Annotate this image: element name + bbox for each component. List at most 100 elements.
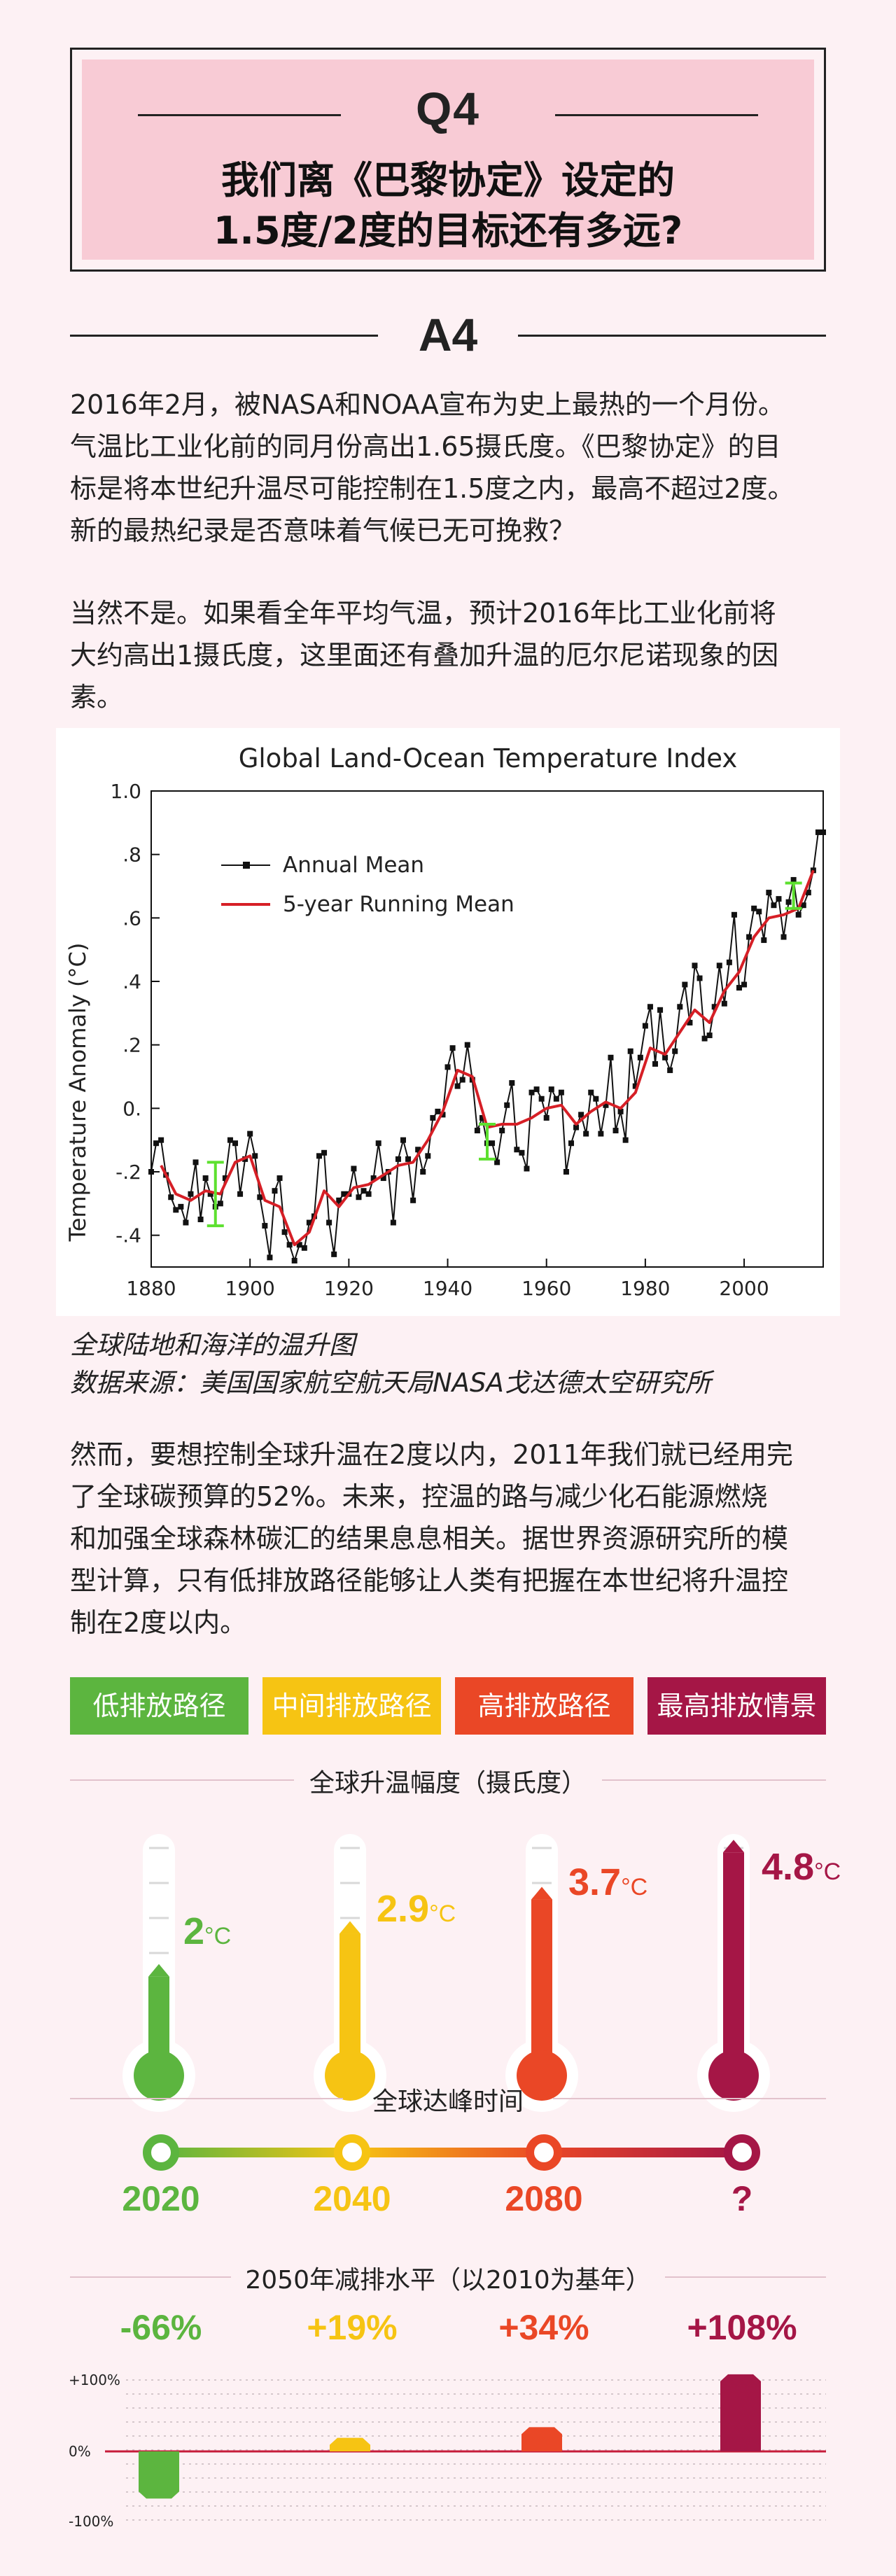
answer-rule-left bbox=[70, 335, 378, 337]
annual-mean-point bbox=[568, 1140, 574, 1147]
legend-running-label: 5-year Running Mean bbox=[283, 892, 514, 917]
thermometer-bulb bbox=[708, 2050, 759, 2101]
chart-caption-title: 全球陆地和海洋的温升图 bbox=[70, 1330, 355, 1360]
annual-mean-point bbox=[217, 1200, 223, 1207]
annual-mean-point bbox=[731, 911, 737, 918]
annual-mean-point bbox=[746, 934, 752, 940]
annual-mean-point bbox=[627, 1048, 634, 1054]
peak-year-high: 2080 bbox=[505, 2179, 583, 2218]
question-rule-left bbox=[138, 114, 341, 116]
annual-mean-point bbox=[741, 981, 748, 988]
answer-rule-right bbox=[518, 335, 826, 337]
annual-mean-point bbox=[598, 1130, 604, 1137]
y-tick-label: -.4 bbox=[115, 1224, 141, 1247]
question-title-line-2: 1.5度/2度的目标还有多远? bbox=[213, 209, 683, 253]
annual-mean-point bbox=[647, 1004, 653, 1010]
annual-mean-point bbox=[608, 1054, 614, 1060]
annual-mean-point bbox=[504, 1102, 510, 1108]
bar-chart-y-tick-label: 0% bbox=[69, 2443, 91, 2460]
chart-plot-frame bbox=[150, 790, 824, 1268]
annual-mean-point bbox=[642, 1023, 648, 1029]
warming-value-number: 2.9 bbox=[377, 1888, 430, 1930]
legend-annual-marker bbox=[243, 862, 250, 869]
annual-mean-point bbox=[410, 1197, 416, 1203]
annual-mean-point bbox=[375, 1140, 382, 1147]
chart-title: Global Land-Ocean Temperature Index bbox=[239, 743, 738, 774]
warming-value-high: 3.7°C bbox=[568, 1861, 648, 1904]
annual-mean-point bbox=[682, 981, 688, 988]
annual-mean-point bbox=[148, 1169, 154, 1175]
paragraph-2-line: 素。 bbox=[70, 682, 124, 713]
annual-mean-point bbox=[425, 1153, 431, 1159]
paragraph-3-line: 制在2度以内。 bbox=[70, 1607, 247, 1638]
x-tick-label: 1960 bbox=[522, 1277, 571, 1300]
annual-mean-point bbox=[321, 1149, 328, 1156]
annual-mean-point bbox=[578, 1112, 584, 1118]
annual-mean-point bbox=[227, 1137, 233, 1143]
section-rule bbox=[665, 2276, 826, 2278]
annual-mean-point bbox=[677, 1004, 683, 1010]
annual-mean-point bbox=[657, 1007, 664, 1013]
annual-mean-point bbox=[454, 1083, 461, 1089]
annual-mean-point bbox=[632, 1083, 638, 1089]
annual-mean-point bbox=[360, 1188, 367, 1194]
annual-mean-point bbox=[153, 1140, 160, 1147]
reduction-bar bbox=[720, 2374, 761, 2451]
annual-mean-point bbox=[435, 1108, 441, 1114]
section-rule bbox=[70, 1779, 294, 1781]
timeline-node-2080 bbox=[526, 2134, 562, 2171]
reduction-value-high: +34% bbox=[498, 2308, 589, 2347]
annual-mean-point bbox=[222, 1175, 228, 1182]
annual-mean-point bbox=[820, 829, 826, 835]
annual-mean-point bbox=[405, 1156, 412, 1162]
annual-mean-point bbox=[687, 1019, 693, 1026]
annual-mean-point bbox=[751, 905, 757, 911]
warming-value-number: 4.8 bbox=[762, 1846, 815, 1888]
peak-timeline bbox=[143, 2134, 760, 2171]
annual-mean-point bbox=[494, 1159, 500, 1166]
annual-mean-point bbox=[499, 1128, 505, 1134]
bar-chart-grid: +100% 0% -100% bbox=[69, 2372, 826, 2530]
annual-mean-point bbox=[356, 1194, 362, 1200]
annual-mean-point bbox=[726, 959, 732, 965]
x-tick-label: 1940 bbox=[423, 1277, 472, 1300]
timeline-node-unknown bbox=[724, 2134, 760, 2171]
annual-mean-point bbox=[573, 1124, 580, 1130]
annual-mean-point bbox=[370, 1175, 377, 1182]
y-tick-label: 1.0 bbox=[110, 780, 141, 803]
annual-mean-point bbox=[771, 902, 777, 909]
bar-chart-y-tick-label: +100% bbox=[69, 2372, 120, 2388]
annual-mean-point bbox=[301, 1245, 307, 1251]
annual-mean-point bbox=[652, 1060, 658, 1067]
annual-mean-point bbox=[252, 1153, 258, 1159]
legend-pill-highest: 最高排放情景 bbox=[648, 1677, 826, 1735]
bar-chart-y-tick-label: -100% bbox=[69, 2513, 113, 2530]
annual-mean-point bbox=[459, 1077, 465, 1083]
annual-mean-point bbox=[815, 829, 821, 835]
legend-pill-low: 低排放路径 bbox=[70, 1677, 248, 1735]
bar-chart-bars bbox=[139, 2374, 761, 2499]
thermometer bbox=[122, 1834, 195, 2112]
question-title-line-1: 我们离《巴黎协定》设定的 bbox=[221, 158, 675, 202]
annual-mean-point bbox=[795, 911, 802, 918]
annual-mean-point bbox=[716, 962, 722, 969]
thermometer-bulb bbox=[134, 2050, 184, 2101]
timeline-bar bbox=[161, 2148, 742, 2157]
annual-mean-point bbox=[761, 937, 767, 944]
annual-mean-point bbox=[662, 1054, 668, 1060]
paragraph-3-line: 然而，要想控制全球升温在2度以内，2011年我们就已经用完 bbox=[70, 1439, 793, 1470]
paragraph-2-line: 大约高出1摄氏度，这里面还有叠加升温的厄尔尼诺现象的因 bbox=[70, 640, 779, 671]
annual-mean-point bbox=[612, 1128, 619, 1134]
paragraph-3: 然而，要想控制全球升温在2度以内，2011年我们就已经用完 了全球碳预算的52%… bbox=[70, 1434, 826, 1644]
annual-mean-point bbox=[272, 1188, 278, 1194]
thermometer-bulb bbox=[517, 2050, 567, 2101]
chart-caption-source: 数据来源：美国国家航空航天局NASA戈达德太空研究所 bbox=[70, 1368, 711, 1398]
thermometer-fill bbox=[723, 1852, 744, 2076]
annual-mean-point bbox=[351, 1166, 357, 1172]
thermometer bbox=[314, 1834, 386, 2112]
annual-mean-point bbox=[336, 1197, 342, 1203]
annual-mean-point bbox=[232, 1140, 238, 1147]
peak-year-low: 2020 bbox=[122, 2179, 200, 2218]
annual-mean-point bbox=[267, 1254, 273, 1261]
timeline-node-2040 bbox=[334, 2134, 370, 2171]
